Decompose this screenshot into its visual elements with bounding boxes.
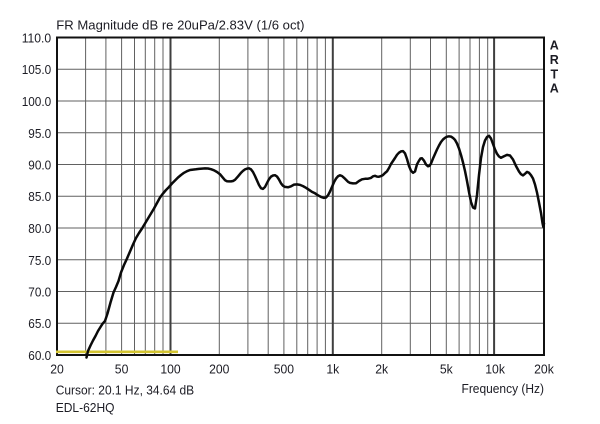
svg-text:70.0: 70.0 bbox=[28, 285, 51, 300]
svg-text:EDL-62HQ: EDL-62HQ bbox=[56, 400, 115, 415]
svg-text:110.0: 110.0 bbox=[22, 31, 52, 46]
svg-text:75.0: 75.0 bbox=[28, 253, 51, 268]
svg-text:100: 100 bbox=[160, 362, 180, 377]
svg-text:1k: 1k bbox=[326, 362, 339, 377]
svg-text:100.0: 100.0 bbox=[22, 94, 52, 109]
svg-text:FR Magnitude dB re 20uPa/2.83V: FR Magnitude dB re 20uPa/2.83V (1/6 oct) bbox=[56, 17, 304, 32]
svg-text:10k: 10k bbox=[485, 362, 505, 377]
svg-text:T: T bbox=[550, 67, 558, 81]
svg-text:A: A bbox=[550, 39, 559, 53]
svg-text:65.0: 65.0 bbox=[28, 316, 51, 331]
svg-text:20k: 20k bbox=[534, 362, 554, 377]
svg-text:85.0: 85.0 bbox=[28, 189, 51, 204]
svg-text:60.0: 60.0 bbox=[28, 348, 51, 363]
svg-text:A: A bbox=[550, 82, 559, 96]
svg-text:Frequency (Hz): Frequency (Hz) bbox=[462, 381, 545, 396]
svg-text:200: 200 bbox=[209, 362, 229, 377]
svg-text:R: R bbox=[550, 53, 559, 67]
svg-text:105.0: 105.0 bbox=[22, 62, 52, 77]
svg-text:2k: 2k bbox=[375, 362, 388, 377]
svg-text:95.0: 95.0 bbox=[28, 126, 51, 141]
svg-text:Cursor: 20.1 Hz, 34.64 dB: Cursor: 20.1 Hz, 34.64 dB bbox=[56, 382, 195, 397]
svg-text:20: 20 bbox=[50, 362, 64, 377]
svg-text:80.0: 80.0 bbox=[28, 221, 51, 236]
svg-text:50: 50 bbox=[115, 362, 129, 377]
svg-text:5k: 5k bbox=[440, 362, 453, 377]
svg-text:500: 500 bbox=[274, 362, 294, 377]
svg-text:90.0: 90.0 bbox=[28, 158, 51, 173]
